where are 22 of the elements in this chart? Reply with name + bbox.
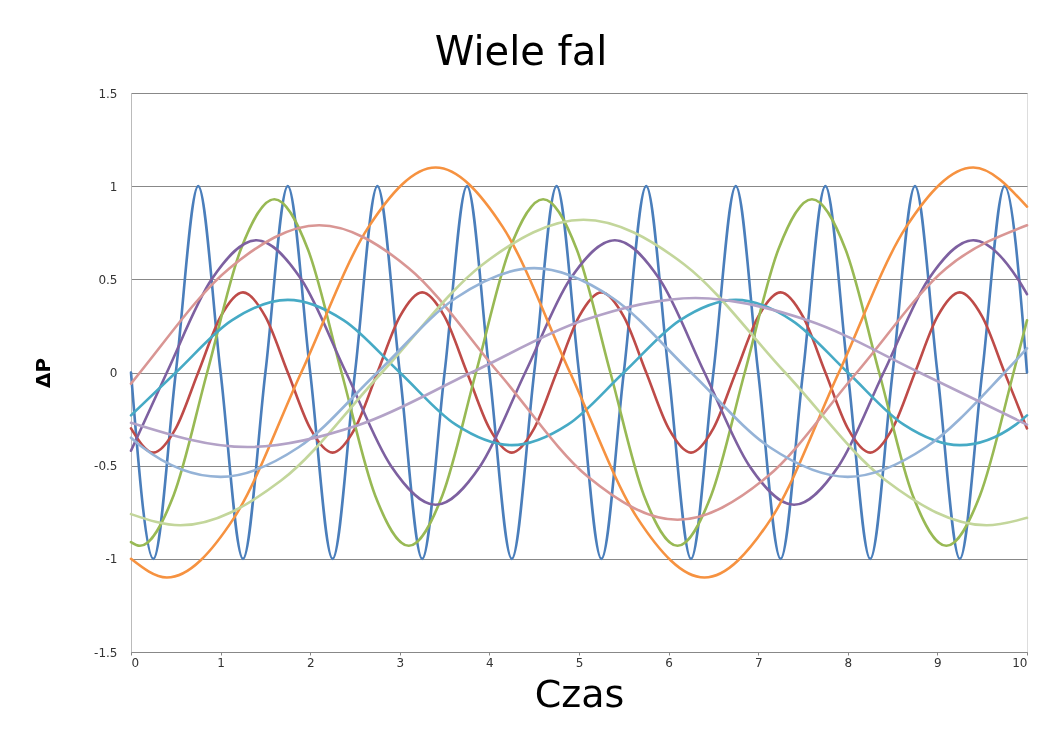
x-tick-label: 9: [934, 655, 942, 670]
y-tick-label: 0.5: [98, 272, 118, 287]
x-tick-label: 3: [396, 655, 405, 670]
x-tick-label: 4: [486, 655, 494, 670]
y-tick-label: 1: [109, 179, 118, 194]
x-tick-label: 5: [575, 655, 584, 670]
x-tick-label: 10: [1012, 655, 1028, 670]
y-tick-label: -1: [105, 552, 118, 567]
y-tick-label: -0.5: [94, 459, 118, 474]
x-tick-label: 6: [665, 655, 673, 670]
x-tick-label: 2: [306, 655, 315, 670]
chart-title: Wiele fal: [434, 28, 608, 74]
y-tick-label: -1.5: [94, 645, 118, 660]
x-tick-label: 7: [754, 655, 763, 670]
y-axis-title: ΔP: [31, 357, 56, 389]
x-axis-title: Czas: [534, 671, 625, 716]
x-tick-label: 0: [131, 655, 140, 670]
line-series: [129, 266, 1029, 479]
x-tick-label: 8: [844, 655, 853, 670]
y-tick-label: 0: [109, 366, 118, 380]
y-tick-label: 1.5: [98, 86, 118, 101]
x-tick-label: 1: [217, 655, 225, 670]
